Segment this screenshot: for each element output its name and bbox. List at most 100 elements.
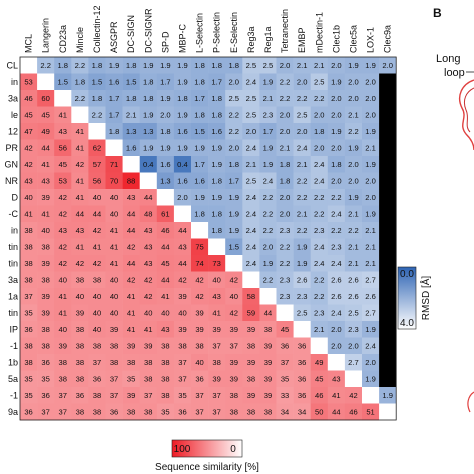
heatmap-cell xyxy=(191,189,209,206)
heatmap-cell xyxy=(225,321,243,338)
heatmap-cell xyxy=(122,156,140,173)
heatmap-cell-value: 1.8 xyxy=(160,127,171,136)
heatmap-cell-value: 1.9 xyxy=(365,127,376,136)
heatmap-cell xyxy=(139,288,158,305)
heatmap-cell-value: 39 xyxy=(264,358,272,367)
row-label: tin xyxy=(8,258,18,268)
heatmap-cell-value: 1.8 xyxy=(280,160,291,169)
heatmap-cell xyxy=(105,73,123,91)
heatmap-cell xyxy=(242,337,260,355)
heatmap-cell-value: 38 xyxy=(178,342,186,351)
column-labels: MCL Langerin CD23a Mincle Collectin-12 ASGPR D… xyxy=(24,5,393,53)
heatmap-cell xyxy=(276,172,294,190)
heatmap-cell-value: 36 xyxy=(298,375,306,384)
heatmap-cell-value: 36 xyxy=(41,391,49,400)
heatmap-cell-value: 1.8 xyxy=(194,78,205,87)
heatmap-cell-value: 43 xyxy=(76,226,84,235)
heatmap-cell xyxy=(259,370,277,388)
heatmap-cell-value: 35 xyxy=(178,391,186,400)
heatmap-cell-value: 45 xyxy=(161,259,169,268)
heatmap-cell-value: 2.3 xyxy=(314,226,325,235)
heatmap-cell xyxy=(344,205,363,223)
heatmap-cell xyxy=(344,354,363,371)
heatmap-cell xyxy=(276,304,294,322)
heatmap-cell xyxy=(259,205,277,223)
heatmap-cell xyxy=(276,321,294,338)
heatmap-cell-value: 2.7 xyxy=(365,276,376,285)
heatmap-cell-value: 38 xyxy=(247,375,255,384)
heatmap-cell-value: 37 xyxy=(178,375,186,384)
heatmap-cell-value: 49 xyxy=(41,127,49,136)
heatmap-cell xyxy=(122,123,140,140)
heatmap-cell-value: 57 xyxy=(93,160,101,169)
heatmap-cell-value: 1.7 xyxy=(211,78,222,87)
column-label: E-Selectin xyxy=(229,12,239,53)
heatmap-cell-value: 1.8 xyxy=(57,61,68,70)
column-label: Reg3a xyxy=(246,26,256,53)
heatmap-cell-value: 2.2 xyxy=(314,193,325,202)
heatmap-cell-value: 1.8 xyxy=(92,61,103,70)
heatmap-cell xyxy=(37,321,55,338)
column-label: DC-SIGN xyxy=(126,15,136,53)
heatmap-cell-value: 50 xyxy=(315,408,323,417)
heatmap-cell xyxy=(225,387,243,404)
heatmap-cell-value: 1.6 xyxy=(160,160,171,169)
heatmap-cell xyxy=(88,403,106,421)
heatmap-cell xyxy=(259,255,277,272)
heatmap-cell xyxy=(293,238,311,256)
heatmap-cell-value: 2.3 xyxy=(331,243,342,252)
heatmap-cell xyxy=(310,337,329,355)
heatmap-cell xyxy=(122,387,140,404)
heatmap-cell xyxy=(362,57,380,74)
heatmap-cell xyxy=(88,205,106,223)
heatmap-cell xyxy=(20,90,38,107)
heatmap-cell xyxy=(105,222,123,239)
heatmap-cell xyxy=(379,370,397,388)
heatmap-cell xyxy=(344,403,363,421)
heatmap-cell-value: 2.0 xyxy=(280,193,291,202)
heatmap-cell-value: 2.2 xyxy=(348,226,359,235)
heatmap-cell-value: 2.2 xyxy=(280,94,291,103)
heatmap-cell-value: 2.1 xyxy=(314,325,325,334)
heatmap-cell xyxy=(225,205,243,223)
heatmap-cell-value: 2.2 xyxy=(263,210,274,219)
heatmap-cell-value: 40 xyxy=(41,226,49,235)
heatmap-cell-value: 2.0 xyxy=(228,144,239,153)
heatmap-cell-value: 1.6 xyxy=(177,127,188,136)
heatmap-cell xyxy=(379,156,397,173)
heatmap-cell xyxy=(344,387,363,404)
heatmap-cell-value: 1.8 xyxy=(126,61,137,70)
row-label: tin xyxy=(8,242,18,252)
heatmap-cell-value: 2.1 xyxy=(365,226,376,235)
heatmap-cell-value: 2.0 xyxy=(280,61,291,70)
heatmap-cell-value: 2.2 xyxy=(331,226,342,235)
heatmap-cell xyxy=(20,106,38,124)
heatmap-cell-value: 40 xyxy=(110,210,118,219)
row-labels: CL in 3a le 12 PR GN NR D -C in tin tin 3a 1a tin IP -1 1b… xyxy=(5,60,19,417)
heatmap-cell xyxy=(310,205,329,223)
heatmap-cell xyxy=(276,387,294,404)
heatmap-cell xyxy=(105,403,123,421)
heatmap-cell xyxy=(208,238,226,256)
heatmap-cell-value: 1.9 xyxy=(263,78,274,87)
heatmap-cell-value: 2.0 xyxy=(314,111,325,120)
heatmap-cell xyxy=(293,156,311,173)
heatmap-cell-value: 2.3 xyxy=(280,226,291,235)
heatmap-cell xyxy=(88,370,106,388)
heatmap-cell-value: 41 xyxy=(332,391,340,400)
heatmap-cell-value: 1.9 xyxy=(365,160,376,169)
heatmap-cell xyxy=(54,288,72,305)
heatmap-cell-value: 2.4 xyxy=(314,243,325,252)
row-label: 12 xyxy=(8,126,18,136)
heatmap-cell-value: 44 xyxy=(41,144,49,153)
heatmap-cell-value: 1.8 xyxy=(143,78,154,87)
heatmap-cell xyxy=(362,354,380,371)
heatmap-cell xyxy=(293,288,311,305)
heatmap-cell-value: 70 xyxy=(110,177,118,186)
heatmap-cell xyxy=(88,90,106,107)
heatmap-cell xyxy=(293,321,311,338)
heatmap-cell-value: 2.1 xyxy=(280,144,291,153)
heatmap-cell-value: 2.2 xyxy=(263,226,274,235)
heatmap-cell xyxy=(293,387,311,404)
heatmap-cell xyxy=(122,106,140,124)
